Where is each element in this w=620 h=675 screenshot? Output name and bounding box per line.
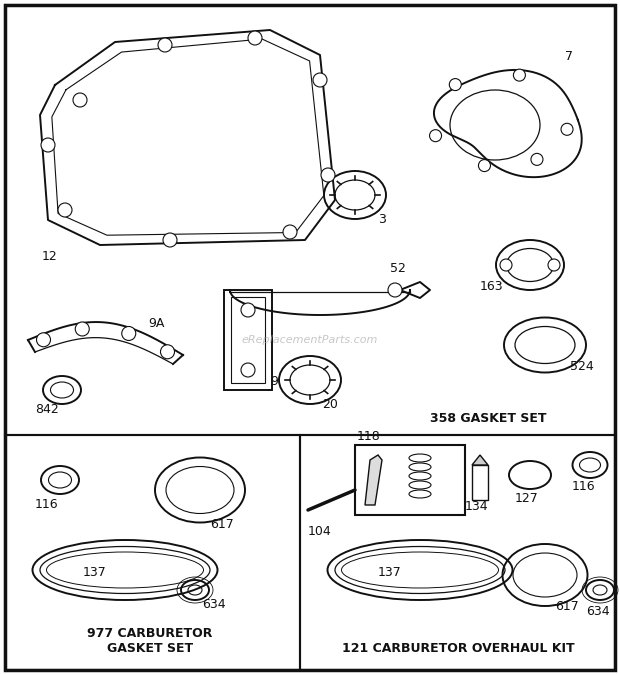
Text: 842: 842 [35, 403, 59, 416]
Text: 137: 137 [378, 566, 402, 578]
Text: 104: 104 [308, 525, 332, 538]
Bar [5, 435, 300, 670]
Text: 134: 134 [465, 500, 489, 513]
Circle shape [500, 259, 512, 271]
Circle shape [41, 138, 55, 152]
Text: 163: 163 [480, 280, 503, 293]
Text: 116: 116 [572, 480, 596, 493]
Circle shape [513, 69, 525, 81]
Circle shape [248, 31, 262, 45]
Circle shape [321, 168, 335, 182]
Text: 9: 9 [270, 375, 278, 388]
Polygon shape [365, 455, 382, 505]
Circle shape [283, 225, 297, 239]
Circle shape [75, 322, 89, 336]
Circle shape [450, 78, 461, 90]
Bar [231, 297, 265, 383]
Text: 121 CARBURETOR OVERHAUL KIT: 121 CARBURETOR OVERHAUL KIT [342, 642, 574, 655]
Text: eReplacementParts.com: eReplacementParts.com [242, 335, 378, 345]
Polygon shape [472, 455, 488, 465]
Text: 52: 52 [390, 262, 406, 275]
Circle shape [158, 38, 172, 52]
Bar [300, 435, 615, 670]
Text: 977 CARBURETOR
GASKET SET: 977 CARBURETOR GASKET SET [87, 627, 213, 655]
Text: 634: 634 [586, 605, 609, 618]
Circle shape [73, 93, 87, 107]
Circle shape [430, 130, 441, 142]
Circle shape [241, 363, 255, 377]
Text: 358 GASKET SET: 358 GASKET SET [430, 412, 546, 425]
Text: 617: 617 [210, 518, 234, 531]
Text: 127: 127 [515, 492, 539, 505]
Circle shape [163, 233, 177, 247]
Text: 20: 20 [322, 398, 338, 411]
Circle shape [531, 153, 543, 165]
Circle shape [561, 124, 573, 135]
Text: 3: 3 [378, 213, 386, 226]
Circle shape [122, 327, 136, 340]
Text: 617: 617 [555, 600, 578, 613]
Circle shape [313, 73, 327, 87]
Text: 118: 118 [357, 430, 381, 443]
Circle shape [58, 203, 72, 217]
Bar [224, 290, 272, 390]
Text: 634: 634 [202, 598, 226, 611]
Circle shape [388, 283, 402, 297]
Circle shape [479, 159, 490, 171]
Circle shape [548, 259, 560, 271]
Bar [472, 465, 488, 500]
Text: 9A: 9A [148, 317, 164, 330]
Text: 137: 137 [83, 566, 107, 578]
Text: 7: 7 [565, 50, 573, 63]
Text: 12: 12 [42, 250, 58, 263]
Text: 524: 524 [570, 360, 594, 373]
Circle shape [37, 333, 50, 347]
Bar [355, 445, 465, 515]
Text: 116: 116 [35, 498, 59, 511]
Bar [5, 5, 615, 435]
Circle shape [161, 345, 174, 359]
Circle shape [241, 303, 255, 317]
